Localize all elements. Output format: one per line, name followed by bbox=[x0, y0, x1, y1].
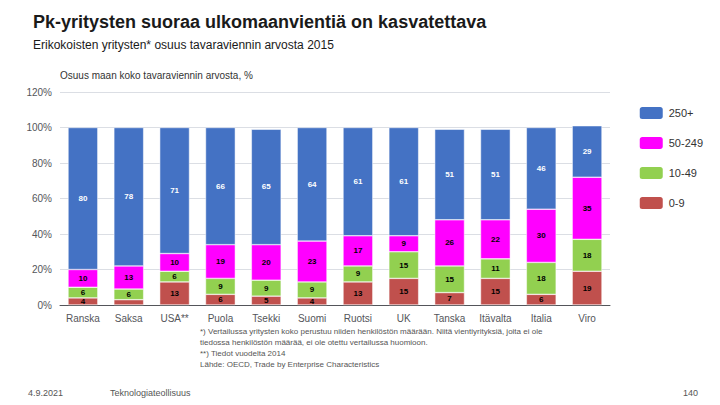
svg-text:46: 46 bbox=[537, 164, 546, 173]
svg-text:6: 6 bbox=[172, 272, 177, 281]
svg-text:18: 18 bbox=[583, 251, 592, 260]
svg-text:Teknologiateollisuus: Teknologiateollisuus bbox=[110, 388, 191, 398]
svg-text:50-249: 50-249 bbox=[669, 137, 703, 149]
svg-text:51: 51 bbox=[491, 170, 500, 179]
svg-text:Puola: Puola bbox=[208, 313, 234, 324]
svg-text:140: 140 bbox=[683, 388, 698, 398]
svg-text:Tanska: Tanska bbox=[434, 313, 466, 324]
svg-text:64: 64 bbox=[308, 180, 317, 189]
svg-text:80%: 80% bbox=[32, 158, 52, 169]
svg-text:6: 6 bbox=[81, 288, 86, 297]
svg-text:4: 4 bbox=[81, 297, 86, 306]
svg-text:10: 10 bbox=[170, 258, 179, 267]
svg-text:7: 7 bbox=[447, 294, 452, 303]
svg-text:15: 15 bbox=[445, 275, 454, 284]
svg-text:100%: 100% bbox=[26, 122, 52, 133]
svg-text:6: 6 bbox=[218, 295, 223, 304]
svg-text:9: 9 bbox=[402, 239, 407, 248]
svg-text:15: 15 bbox=[399, 287, 408, 296]
svg-text:22: 22 bbox=[491, 235, 500, 244]
svg-text:Italia: Italia bbox=[531, 313, 553, 324]
svg-text:13: 13 bbox=[124, 273, 133, 282]
svg-text:35: 35 bbox=[583, 204, 592, 213]
svg-text:120%: 120% bbox=[26, 87, 52, 98]
svg-text:60%: 60% bbox=[32, 193, 52, 204]
svg-text:Viro: Viro bbox=[578, 313, 596, 324]
svg-text:9: 9 bbox=[310, 285, 315, 294]
svg-text:250+: 250+ bbox=[669, 107, 694, 119]
svg-text:UK: UK bbox=[397, 313, 411, 324]
svg-text:15: 15 bbox=[399, 261, 408, 270]
svg-text:9: 9 bbox=[264, 284, 269, 293]
svg-text:13: 13 bbox=[170, 289, 179, 298]
svg-text:USA**: USA** bbox=[160, 313, 188, 324]
svg-text:61: 61 bbox=[353, 177, 362, 186]
svg-text:Pk-yritysten suoraa ulkomaanvi: Pk-yritysten suoraa ulkomaanvientiä on k… bbox=[33, 12, 487, 32]
svg-text:19: 19 bbox=[583, 284, 592, 293]
svg-text:20: 20 bbox=[262, 258, 271, 267]
svg-text:**) Tiedot vuodelta 2014: **) Tiedot vuodelta 2014 bbox=[200, 349, 286, 358]
svg-text:Osuus maan koko tavaraviennin: Osuus maan koko tavaraviennin arvosta, % bbox=[60, 70, 253, 81]
svg-text:Itävalta: Itävalta bbox=[479, 313, 512, 324]
svg-text:78: 78 bbox=[124, 192, 133, 201]
svg-text:Lähde: OECD, Trade by Enterpri: Lähde: OECD, Trade by Enterprise Charact… bbox=[200, 360, 379, 369]
svg-text:11: 11 bbox=[491, 264, 500, 273]
svg-text:4.9.2021: 4.9.2021 bbox=[28, 388, 63, 398]
svg-text:9: 9 bbox=[218, 282, 223, 291]
svg-text:23: 23 bbox=[308, 257, 317, 266]
svg-text:66: 66 bbox=[216, 182, 225, 191]
svg-text:0-9: 0-9 bbox=[669, 197, 685, 209]
svg-text:15: 15 bbox=[491, 287, 500, 296]
svg-text:*) Vertailussa yritysten koko: *) Vertailussa yritysten koko perustuu n… bbox=[200, 327, 543, 336]
svg-text:4: 4 bbox=[310, 297, 315, 306]
svg-text:Erikokoisten yritysten* osuus: Erikokoisten yritysten* osuus tavaravien… bbox=[33, 38, 334, 52]
svg-text:17: 17 bbox=[353, 246, 362, 255]
svg-text:19: 19 bbox=[216, 257, 225, 266]
svg-text:30: 30 bbox=[537, 231, 546, 240]
svg-text:0%: 0% bbox=[38, 300, 53, 311]
svg-text:10: 10 bbox=[78, 274, 87, 283]
svg-text:18: 18 bbox=[537, 274, 546, 283]
svg-text:6: 6 bbox=[539, 295, 544, 304]
svg-text:Ranska: Ranska bbox=[66, 313, 100, 324]
svg-text:5: 5 bbox=[264, 296, 269, 305]
svg-text:Saksa: Saksa bbox=[115, 313, 143, 324]
svg-text:51: 51 bbox=[445, 170, 454, 179]
svg-text:20%: 20% bbox=[32, 264, 52, 275]
svg-text:26: 26 bbox=[445, 238, 454, 247]
svg-text:10-49: 10-49 bbox=[669, 167, 697, 179]
svg-text:6: 6 bbox=[127, 290, 132, 299]
svg-text:65: 65 bbox=[262, 182, 271, 191]
svg-text:29: 29 bbox=[583, 147, 592, 156]
svg-text:61: 61 bbox=[399, 177, 408, 186]
svg-text:9: 9 bbox=[356, 269, 361, 278]
svg-text:Suomi: Suomi bbox=[298, 313, 326, 324]
svg-text:71: 71 bbox=[170, 186, 179, 195]
svg-text:Ruotsi: Ruotsi bbox=[344, 313, 372, 324]
svg-text:40%: 40% bbox=[32, 229, 52, 240]
svg-text:13: 13 bbox=[353, 289, 362, 298]
svg-text:tiedossa henkilöstön määrää, e: tiedossa henkilöstön määrää, ei ole otet… bbox=[200, 338, 428, 347]
svg-text:80: 80 bbox=[78, 194, 87, 203]
svg-text:Tsekki: Tsekki bbox=[252, 313, 280, 324]
